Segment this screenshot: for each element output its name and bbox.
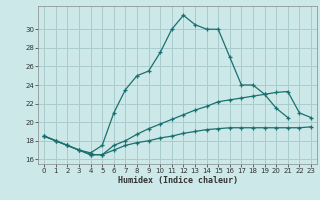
X-axis label: Humidex (Indice chaleur): Humidex (Indice chaleur) <box>118 176 238 185</box>
